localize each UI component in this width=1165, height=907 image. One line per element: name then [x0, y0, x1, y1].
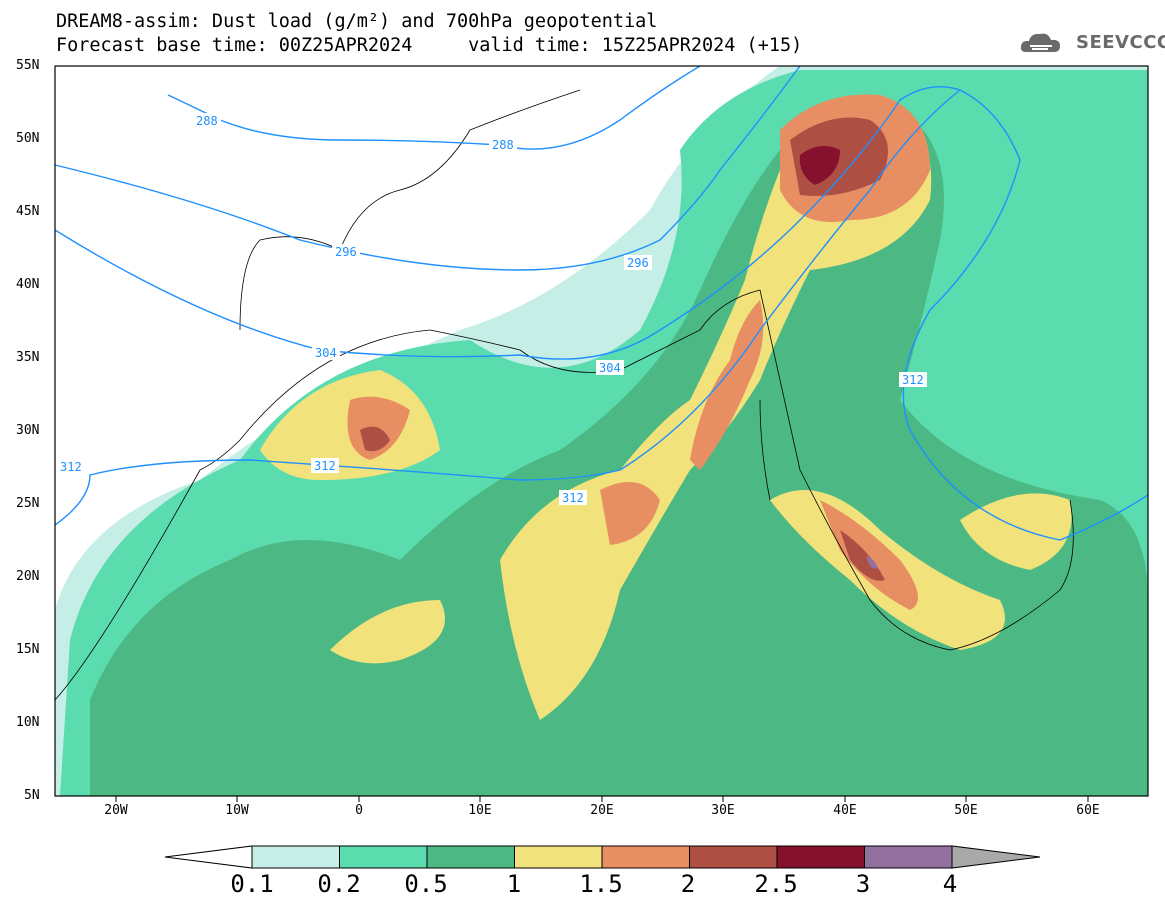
lat-label: 15N [16, 642, 40, 657]
map-title: DREAM8-assim: Dust load (g/m²) and 700hP… [56, 11, 658, 32]
lat-label: 20N [16, 569, 40, 584]
contour-label: 312 [314, 459, 336, 473]
contour-labels: 288 288 296 296 304 304 312 312 312 312 [57, 113, 927, 505]
contour-label: 296 [627, 256, 649, 270]
contour-label: 312 [60, 460, 82, 474]
lon-label: 50E [954, 803, 978, 818]
colorbar-label: 1.5 [579, 870, 623, 898]
map-subtitle: Forecast base time: 00Z25APR2024 valid t… [56, 35, 803, 56]
lon-label: 60E [1076, 803, 1100, 818]
colorbar-label: 0.2 [317, 870, 361, 898]
colorbar-label: 0.5 [404, 870, 448, 898]
dust-band-0.5 [90, 100, 1148, 796]
lon-label: 20W [104, 803, 128, 818]
lon-label: 20E [590, 803, 614, 818]
geopotential-contours [54, 65, 1149, 541]
axis-ticks [115, 796, 1089, 802]
contour-label: 288 [196, 114, 218, 128]
lon-label: 10E [468, 803, 492, 818]
contour-label: 312 [902, 373, 924, 387]
lon-label: 10W [225, 803, 249, 818]
colorbar-label: 2 [680, 870, 696, 898]
colorbar-label: 3 [855, 870, 871, 898]
lon-label: 30E [711, 803, 735, 818]
colorbar-label: 0.1 [230, 870, 274, 898]
contour-label: 304 [315, 346, 337, 360]
colorbar-label: 4 [942, 870, 958, 898]
colorbar-label: 1 [506, 870, 522, 898]
coastlines [54, 89, 1074, 701]
lat-label: 10N [16, 715, 40, 730]
dust-band-1.5 [690, 300, 764, 470]
lon-label: 40E [833, 803, 857, 818]
lat-label: 5N [24, 788, 40, 803]
lat-label: 25N [16, 496, 40, 511]
contour-label: 304 [599, 361, 621, 375]
lat-label: 35N [16, 350, 40, 365]
lat-label: 40N [16, 277, 40, 292]
lat-label: 45N [16, 204, 40, 219]
lat-label: 55N [16, 58, 40, 73]
contour-label: 312 [562, 491, 584, 505]
lat-label: 30N [16, 423, 40, 438]
contour-label: 296 [335, 245, 357, 259]
dust-band-2.5 [799, 146, 840, 185]
colorbar-label: 2.5 [754, 870, 798, 898]
lat-label: 50N [16, 131, 40, 146]
contour-label: 288 [492, 138, 514, 152]
logo-text: SEEVCCC [1076, 32, 1165, 53]
lon-label: 0 [355, 803, 363, 818]
cloud-icon [1020, 33, 1060, 52]
